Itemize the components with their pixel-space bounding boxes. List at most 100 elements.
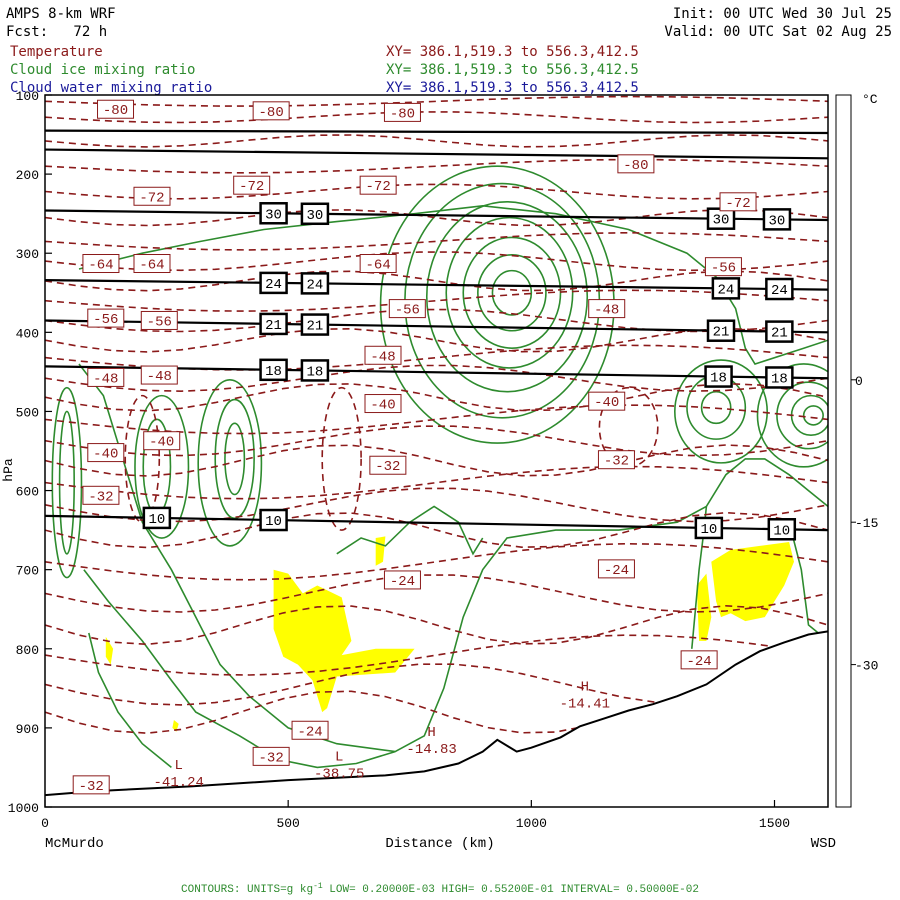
extremum-value: -41.24 (154, 775, 204, 791)
colorbar-frame (835, 94, 852, 808)
temperature-label-box (719, 192, 757, 212)
temperature-label-box (704, 257, 742, 277)
forecast-hour: Fcst: 72 h (6, 24, 108, 40)
isobar-label: 10 (265, 514, 282, 530)
temperature-label: -80 (390, 106, 415, 122)
temperature-label-box (383, 570, 421, 590)
isobar-label-box (765, 277, 794, 301)
cloud-water-area (375, 536, 386, 566)
colorbar-tick-label: 0 (855, 374, 863, 389)
temperature-label: -72 (725, 196, 750, 212)
terrain-mask (45, 631, 828, 807)
temperature-contour (45, 158, 828, 174)
x-tick-label: 0 (41, 816, 49, 831)
temperature-label: -48 (594, 303, 619, 319)
temperature-label-box (680, 650, 718, 670)
terrain-layer (45, 630, 828, 807)
temperature-label: -24 (297, 724, 322, 740)
x-tick-label: 500 (276, 816, 299, 831)
cloud-ice-contour (788, 522, 819, 634)
temperature-label: -40 (370, 398, 395, 414)
temperature-label-box (87, 367, 125, 387)
cloud-ice-contour (802, 405, 824, 426)
y-tick-label: 300 (16, 247, 39, 262)
y-tick-label: 400 (16, 326, 39, 341)
temperature-label-box (140, 310, 178, 330)
field-xy-cloud-ice: XY= 386.1,519.3 to 556.3,412.5 (386, 62, 639, 78)
isobar-label: 18 (710, 371, 727, 387)
temperature-label: -56 (147, 314, 172, 330)
extremum-value: -14.41 (560, 697, 610, 713)
temperature-label-box (133, 186, 171, 206)
temperature-label: -32 (259, 750, 284, 766)
plot-frame (44, 94, 829, 808)
temperature-label-box (87, 308, 125, 328)
temperature-contour (45, 251, 828, 272)
isobar-label-box (765, 320, 794, 343)
isobar-label-box (704, 365, 733, 388)
cloud-ice-contour (776, 381, 828, 450)
isobar-label-box (259, 271, 288, 295)
cloud-ice-contour (134, 394, 190, 539)
isobar-label-box (142, 506, 172, 530)
cloud-water-fill-layer (105, 536, 794, 732)
colorbar-tick-label: -15 (855, 516, 878, 531)
temperature-label: -40 (149, 435, 174, 451)
x-axis-label: Distance (km) (385, 836, 494, 852)
temperature-contour (45, 604, 828, 646)
isobar-label: 21 (265, 318, 282, 334)
isobar-label-box (259, 202, 288, 225)
temperature-contour (45, 382, 828, 412)
field-xy-temperature: XY= 386.1,519.3 to 556.3,412.5 (386, 44, 639, 60)
temperature-label: -24 (390, 574, 415, 590)
cloud-ice-contour (756, 363, 828, 468)
temperature-contour (45, 465, 828, 500)
temperature-contour (45, 111, 828, 124)
temperature-label: -80 (103, 103, 128, 119)
field-name-cloud-water: Cloud water mixing ratio (10, 80, 213, 96)
isobar-label-box (259, 358, 288, 382)
extremum-value: -14.83 (406, 742, 456, 758)
x-tick-label: 1500 (759, 816, 790, 831)
temperature-label-box (359, 175, 397, 195)
isobar-label: 21 (771, 326, 788, 342)
x-start-label: McMurdo (45, 836, 104, 852)
contour-info-footer: CONTOURS: UNITS=g kg-1 LOW= 0.20000E-03 … (181, 882, 699, 896)
isobar-label-box (300, 202, 330, 226)
y-tick-label: 200 (16, 168, 39, 183)
y-tick-label: 900 (16, 722, 39, 737)
temperature-label-box (291, 720, 329, 740)
y-tick-label: 100 (16, 89, 39, 104)
model-title: AMPS 8-km WRF (6, 6, 116, 22)
field-name-temperature: Temperature (10, 44, 103, 60)
temperature-label: -32 (375, 459, 400, 475)
temperature-label-box (233, 175, 271, 195)
temperature-label: -72 (139, 190, 164, 206)
isobar-label: 24 (771, 283, 788, 299)
isobar-label: 24 (265, 277, 282, 293)
temperature-label-box (597, 559, 635, 579)
extremum-marker: H (581, 680, 589, 696)
isobar-label: 30 (307, 208, 324, 224)
temperature-label-box (72, 775, 110, 795)
temperature-label: -48 (147, 369, 172, 385)
colorbar-tick-label: -30 (855, 659, 878, 674)
cloud-ice-contour (197, 378, 263, 547)
cloud-ice-contour (88, 632, 172, 769)
isobar-label: 10 (773, 523, 790, 539)
temperature-label-box (82, 485, 120, 505)
x-end-label: WSD (811, 836, 836, 852)
cloud-water-area (273, 569, 415, 713)
cloud-water-area (172, 720, 179, 732)
temperature-label: -48 (370, 349, 395, 365)
isobar-label-box (300, 313, 330, 336)
cloud-ice-contour (445, 216, 574, 369)
isobar-line (45, 129, 828, 135)
isobar-label-box (694, 516, 724, 540)
y-tick-label: 500 (16, 405, 39, 420)
y-tick-label: 600 (16, 485, 39, 500)
temperature-label-box (87, 443, 125, 463)
isobar-label: 21 (307, 319, 324, 335)
